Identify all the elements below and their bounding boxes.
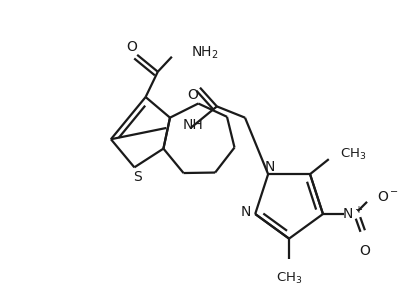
Text: N: N: [240, 205, 250, 219]
Text: O$^-$: O$^-$: [377, 190, 399, 204]
Text: O: O: [186, 88, 197, 102]
Text: NH: NH: [183, 118, 203, 132]
Text: S: S: [132, 170, 141, 184]
Text: N: N: [264, 160, 275, 174]
Text: O: O: [358, 244, 369, 258]
Text: NH$_2$: NH$_2$: [190, 45, 218, 61]
Text: CH$_3$: CH$_3$: [275, 271, 302, 286]
Text: O: O: [126, 40, 137, 54]
Text: N$^+$: N$^+$: [341, 205, 363, 223]
Text: CH$_3$: CH$_3$: [339, 147, 366, 162]
